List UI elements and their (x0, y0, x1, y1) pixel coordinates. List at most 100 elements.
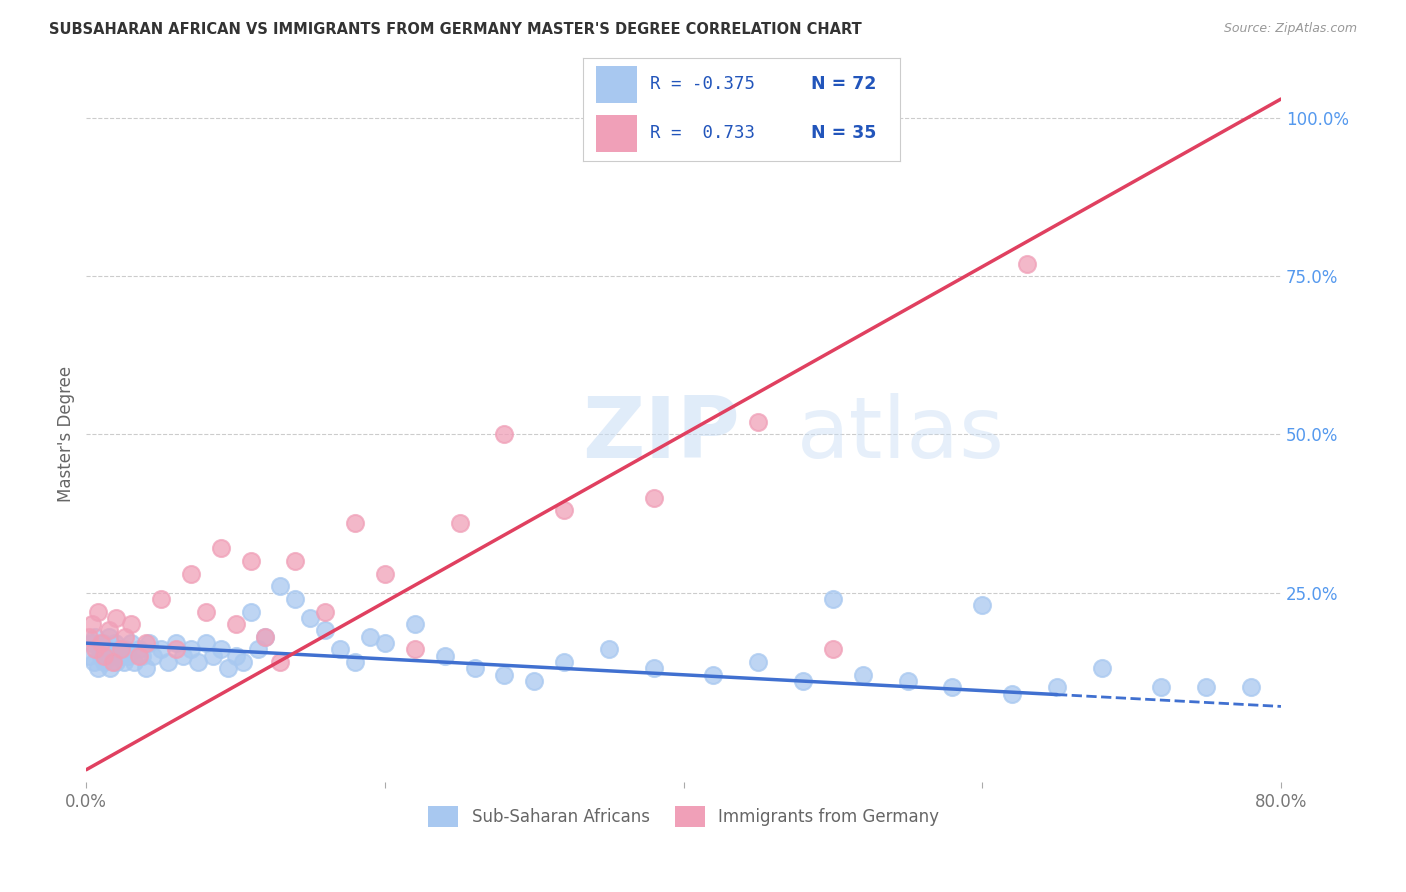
Point (374, 566, 396, 581)
Text: R =  0.733: R = 0.733 (650, 124, 755, 143)
Point (209, 642, 232, 657)
Point (122, 655, 145, 669)
Point (269, 579, 291, 593)
Text: Source: ZipAtlas.com: Source: ZipAtlas.com (1223, 22, 1357, 36)
Point (209, 541, 232, 556)
Point (747, 415, 769, 429)
Point (165, 642, 187, 657)
Point (117, 648, 139, 663)
Point (247, 642, 270, 657)
Point (120, 636, 142, 650)
Text: SUBSAHARAN AFRICAN VS IMMIGRANTS FROM GERMANY MASTER'S DEGREE CORRELATION CHART: SUBSAHARAN AFRICAN VS IMMIGRANTS FROM GE… (49, 22, 862, 37)
Point (1240, 681, 1263, 695)
Point (941, 681, 963, 695)
Point (89, 642, 111, 657)
Point (821, 591, 844, 606)
Point (1017, 256, 1039, 270)
Point (128, 642, 150, 657)
Point (93, 655, 115, 669)
Point (82, 617, 104, 632)
Point (114, 642, 136, 657)
Point (852, 667, 875, 681)
Point (128, 648, 150, 663)
Text: R = -0.375: R = -0.375 (650, 75, 755, 93)
Point (1195, 681, 1218, 695)
Point (1046, 681, 1069, 695)
Point (553, 503, 575, 517)
Point (149, 591, 172, 606)
FancyBboxPatch shape (596, 115, 637, 153)
FancyBboxPatch shape (596, 66, 637, 103)
Point (84, 642, 107, 657)
Point (172, 648, 194, 663)
Point (897, 674, 920, 689)
Point (821, 642, 844, 657)
Point (464, 661, 486, 675)
Point (284, 554, 307, 568)
Point (98, 661, 121, 675)
Point (87, 661, 110, 675)
Point (110, 642, 132, 657)
Legend: Sub-Saharan Africans, Immigrants from Germany: Sub-Saharan Africans, Immigrants from Ge… (422, 799, 946, 833)
Point (217, 661, 239, 675)
Point (494, 427, 516, 442)
Text: atlas: atlas (797, 392, 1005, 475)
Point (187, 655, 209, 669)
Point (553, 655, 575, 669)
Point (131, 648, 153, 663)
Point (329, 642, 352, 657)
Point (494, 667, 516, 681)
Point (232, 655, 254, 669)
Point (194, 605, 217, 619)
Point (110, 648, 132, 663)
Point (643, 491, 665, 505)
Point (225, 617, 247, 632)
Point (97, 630, 120, 644)
Point (180, 642, 202, 657)
Point (87, 605, 110, 619)
Point (225, 648, 247, 663)
Point (239, 554, 262, 568)
Point (598, 642, 620, 657)
Point (135, 661, 157, 675)
Point (359, 630, 381, 644)
Point (643, 661, 665, 675)
Point (108, 642, 131, 657)
Point (105, 611, 128, 625)
Point (120, 617, 142, 632)
Point (84, 630, 107, 644)
Point (374, 636, 396, 650)
Point (97, 624, 120, 638)
Point (792, 674, 814, 689)
Point (299, 611, 322, 625)
Point (404, 617, 426, 632)
Point (254, 630, 277, 644)
Point (165, 636, 187, 650)
Y-axis label: Master's Degree: Master's Degree (58, 367, 75, 502)
Point (344, 516, 367, 530)
Point (90, 648, 112, 663)
Point (138, 636, 160, 650)
Text: ZIP: ZIP (582, 392, 740, 475)
Point (82, 636, 104, 650)
Point (284, 591, 307, 606)
Point (344, 655, 367, 669)
Point (112, 655, 135, 669)
Point (1091, 661, 1114, 675)
Point (404, 642, 426, 657)
Point (747, 655, 769, 669)
Point (314, 605, 336, 619)
Point (77, 630, 100, 644)
Point (101, 655, 124, 669)
Point (239, 605, 262, 619)
Point (1150, 681, 1173, 695)
Text: N = 35: N = 35 (811, 124, 876, 143)
Point (90, 636, 112, 650)
Point (202, 648, 225, 663)
Point (269, 655, 291, 669)
Point (194, 636, 217, 650)
Point (105, 655, 128, 669)
Point (93, 648, 115, 663)
Point (114, 630, 136, 644)
Point (1001, 687, 1024, 701)
